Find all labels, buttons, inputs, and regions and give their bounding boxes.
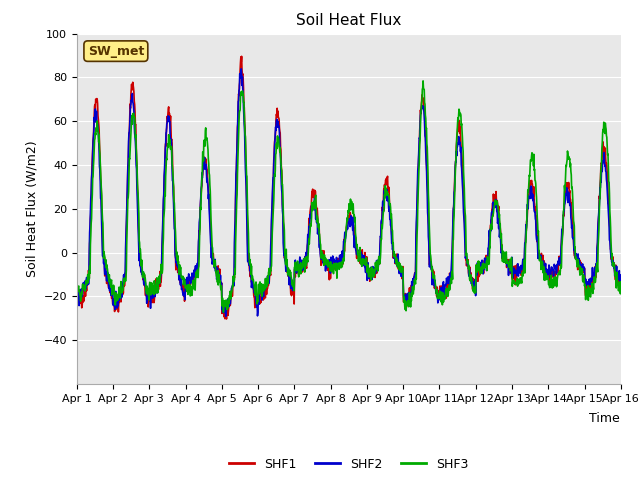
SHF2 (194, 265, 202, 271)
SHF1 (505, 263, 513, 268)
Line: SHF2: SHF2 (77, 69, 621, 316)
Text: SW_met: SW_met (88, 45, 144, 58)
SHF3 (434, 293, 442, 299)
SHF3 (73, 289, 81, 295)
SHF2 (180, 292, 188, 298)
SHF2 (255, 287, 263, 292)
SHF3 (180, 277, 188, 283)
SHF1 (194, 264, 202, 269)
Line: SHF1: SHF1 (77, 56, 621, 319)
SHF3 (255, 283, 263, 289)
SHF3 (419, 78, 427, 84)
SHF3 (553, 282, 561, 288)
SHF2 (617, 281, 625, 287)
SHF2 (237, 66, 245, 72)
SHF3 (617, 279, 625, 285)
SHF3 (194, 273, 202, 278)
SHF2 (73, 296, 81, 301)
SHF1 (255, 294, 263, 300)
Y-axis label: Soil Heat Flux (W/m2): Soil Heat Flux (W/m2) (25, 141, 38, 277)
SHF3 (505, 264, 513, 270)
Title: Soil Heat Flux: Soil Heat Flux (296, 13, 401, 28)
SHF1 (434, 288, 442, 293)
Legend: SHF1, SHF2, SHF3: SHF1, SHF2, SHF3 (224, 453, 474, 476)
SHF2 (553, 265, 561, 271)
SHF2 (505, 260, 513, 266)
SHF1 (617, 278, 625, 284)
SHF1 (180, 298, 188, 304)
X-axis label: Time: Time (589, 412, 620, 425)
SHF1 (238, 53, 246, 59)
Line: SHF3: SHF3 (77, 81, 621, 312)
SHF2 (222, 313, 230, 319)
SHF1 (73, 294, 81, 300)
SHF3 (220, 309, 227, 315)
SHF2 (434, 300, 442, 306)
SHF1 (223, 316, 230, 322)
SHF1 (553, 263, 561, 268)
